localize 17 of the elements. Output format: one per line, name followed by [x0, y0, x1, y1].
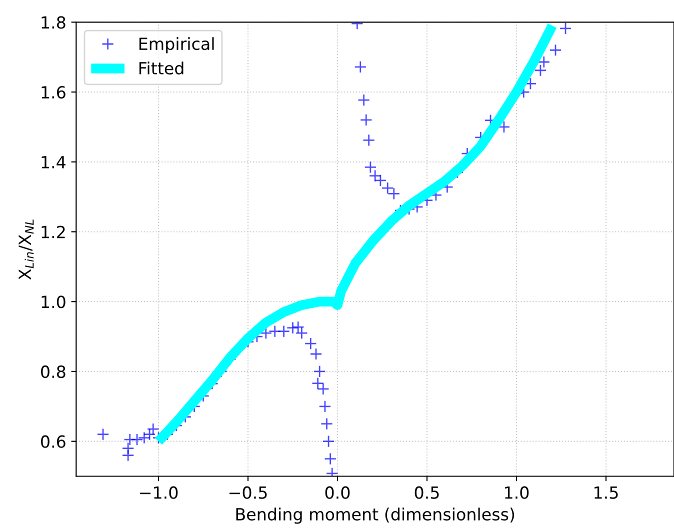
x-tick-label: −1.0 — [140, 486, 178, 499]
x-tick-label: −0.5 — [230, 486, 267, 499]
x-axis-title: Bending moment (dimensionless) — [236, 508, 514, 524]
x-tick-label: 0.0 — [325, 486, 350, 499]
legend-label: Empirical — [139, 37, 214, 54]
y-tick-label: 1.2 — [42, 226, 65, 238]
legend-label: Fitted — [139, 62, 184, 75]
y-tick-label: 1.4 — [42, 156, 66, 168]
y-tick-label: 1.8 — [42, 16, 66, 29]
x-tick-label: 1.5 — [594, 486, 618, 499]
y-tick-label: 1.0 — [42, 296, 66, 308]
y-tick-label: 0.6 — [41, 435, 66, 448]
x-tick-label: 0.5 — [414, 486, 439, 499]
y-axis-title: X$_{Lin}$/X$_{NL}$ — [18, 220, 34, 280]
y-tick-label: 1.6 — [42, 86, 66, 99]
y-tick-label: 0.8 — [41, 365, 66, 378]
x-tick-label: 1.0 — [505, 486, 529, 499]
